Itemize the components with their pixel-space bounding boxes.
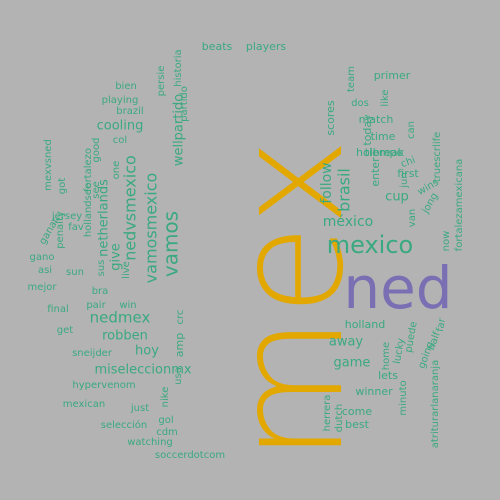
cloud-word-atriturarlanaranja: atriturarlanaranja bbox=[430, 360, 441, 448]
cloud-word-now: now bbox=[441, 231, 452, 252]
cloud-word-hollandsee: hollandsee bbox=[83, 183, 94, 237]
cloud-word-playing: playing bbox=[102, 95, 139, 106]
cloud-word-sun: sun bbox=[66, 267, 84, 278]
cloud-word-vamos: vamos bbox=[159, 211, 183, 277]
cloud-word-col: col bbox=[113, 135, 127, 146]
cloud-word-soccerdotcom: soccerdotcom bbox=[155, 450, 225, 461]
cloud-word-cup: cup bbox=[385, 190, 409, 205]
cloud-word-home: home bbox=[381, 342, 392, 370]
cloud-word-truescrlife: truescrlife bbox=[432, 132, 443, 183]
cloud-word-asi: asi bbox=[38, 265, 52, 276]
cloud-word-persie: persie bbox=[156, 66, 167, 97]
cloud-word-primer: primer bbox=[374, 69, 411, 82]
cloud-word-mejor: mejor bbox=[28, 282, 58, 293]
cloud-word-cdm: cdm bbox=[156, 427, 178, 438]
cloud-word-penalty: penalty bbox=[55, 211, 66, 249]
cloud-word-come: come bbox=[342, 405, 372, 418]
cloud-word-lets: lets bbox=[378, 369, 398, 382]
cloud-word-usa: usa bbox=[173, 367, 184, 385]
cloud-word-fortalezamexicana: fortalezamexicana bbox=[454, 159, 465, 252]
cloud-word-just: just bbox=[130, 403, 149, 414]
cloud-word-herrera: herrera bbox=[322, 395, 333, 432]
cloud-word-winner: winner bbox=[355, 385, 393, 398]
cloud-word-fav: fav bbox=[68, 222, 84, 233]
cloud-word-mexvsned: mexvsned bbox=[43, 139, 54, 191]
cloud-word-pair: pair bbox=[86, 300, 106, 311]
cloud-word-watching: watching bbox=[127, 437, 173, 448]
cloud-word-game: game bbox=[334, 356, 371, 371]
cloud-word-away: away bbox=[329, 335, 364, 350]
cloud-word-sneijder: sneijder bbox=[72, 348, 113, 359]
cloud-word-gol: gol bbox=[158, 415, 173, 426]
cloud-word-nedmex: nedmex bbox=[90, 309, 151, 327]
cloud-word-partido: partido bbox=[179, 86, 190, 122]
cloud-word-today: today bbox=[361, 114, 374, 146]
cloud-word-netherlands: netherlands bbox=[97, 179, 112, 257]
cloud-word-bien: bien bbox=[115, 81, 137, 92]
cloud-word-crc: crc bbox=[175, 310, 186, 325]
cloud-word-van: van bbox=[407, 209, 418, 227]
cloud-word-gano: gano bbox=[30, 252, 55, 263]
cloud-word-historia: historia bbox=[173, 49, 184, 86]
cloud-word-dos: dos bbox=[351, 98, 369, 109]
cloud-word-get: get bbox=[57, 325, 74, 336]
cloud-word-cooling: cooling bbox=[97, 119, 144, 134]
cloud-word-give: give bbox=[109, 243, 124, 271]
cloud-word-mexican: mexican bbox=[63, 399, 105, 410]
cloud-word-got: got bbox=[57, 178, 68, 194]
cloud-word-ned: ned bbox=[343, 254, 452, 322]
cloud-word-robben: robben bbox=[102, 329, 148, 344]
cloud-word-jersey: jersey bbox=[51, 211, 82, 222]
cloud-word-mexico: mexico bbox=[327, 231, 413, 259]
cloud-word-can: can bbox=[406, 121, 417, 139]
cloud-word-final: final bbox=[47, 304, 69, 315]
cloud-word-scores: scores bbox=[324, 100, 337, 136]
cloud-word-selección: selección bbox=[101, 419, 148, 431]
cloud-word-good: good bbox=[91, 138, 102, 163]
cloud-word-jun: jun bbox=[399, 172, 410, 188]
cloud-word-vamosmexico: vamosmexico bbox=[142, 173, 161, 284]
cloud-word-like: like bbox=[380, 89, 391, 106]
cloud-word-lucky: lucky bbox=[392, 337, 407, 365]
cloud-word-enter: enter bbox=[369, 157, 382, 187]
cloud-word-best: best bbox=[345, 418, 369, 431]
cloud-word-dutch: dutch bbox=[334, 404, 345, 432]
cloud-word-nike: nike bbox=[160, 387, 171, 408]
cloud-word-miseleccionmx: miseleccionmx bbox=[94, 363, 191, 378]
cloud-word-team: team bbox=[346, 66, 357, 92]
cloud-word-méxico: méxico bbox=[323, 214, 373, 230]
cloud-word-sus: sus bbox=[96, 260, 107, 277]
cloud-word-brasil: brasil bbox=[335, 168, 354, 212]
cloud-word-players: players bbox=[246, 40, 287, 53]
cloud-word-fortalezo: fortalezo bbox=[83, 148, 94, 192]
cloud-word-amp: amp bbox=[173, 333, 186, 357]
cloud-word-one: one bbox=[111, 161, 122, 180]
cloud-word-win: win bbox=[119, 300, 136, 311]
cloud-word-beats: beats bbox=[202, 40, 233, 53]
cloud-word-time: time bbox=[371, 130, 396, 143]
cloud-word-first: first bbox=[397, 167, 419, 180]
cloud-word-chi: chi bbox=[399, 155, 417, 170]
cloud-word-see: see bbox=[91, 181, 102, 199]
cloud-word-bra: bra bbox=[92, 286, 109, 297]
cloud-word-hoy: hoy bbox=[135, 344, 159, 359]
cloud-word-puede: puede bbox=[403, 321, 419, 354]
cloud-word-wellpartido: wellpartido bbox=[172, 94, 187, 166]
cloud-word-match: match bbox=[359, 113, 394, 126]
cloud-word-brazil: brazil bbox=[116, 106, 143, 117]
cloud-word-tiempo: tiempo bbox=[365, 146, 404, 159]
cloud-word-holbreak: holbreak bbox=[356, 146, 405, 159]
cloud-word-holland: holland bbox=[345, 318, 386, 331]
cloud-word-follow: follow bbox=[319, 162, 335, 203]
cloud-word-live: live bbox=[121, 261, 132, 279]
cloud-word-minuto: minuto bbox=[398, 380, 409, 415]
cloud-word-far: far bbox=[435, 316, 448, 332]
cloud-word-mex: mex bbox=[203, 138, 377, 463]
cloud-word-hypervenom: hypervenom bbox=[72, 380, 135, 391]
cloud-word-nedvsmexico: nedvsmexico bbox=[121, 155, 140, 261]
